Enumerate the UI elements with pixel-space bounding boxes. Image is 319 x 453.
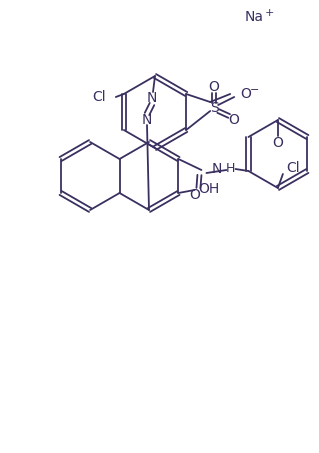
Text: +: + [265,8,274,18]
Text: Cl: Cl [286,161,300,175]
Text: H: H [226,163,235,175]
Text: N: N [142,113,152,127]
Text: N: N [147,91,157,105]
Text: O: O [272,136,283,150]
Text: N: N [212,162,222,176]
Text: O: O [189,188,200,202]
Text: OH: OH [198,182,219,196]
Text: Cl: Cl [92,90,106,104]
Text: Na: Na [245,10,264,24]
Text: S: S [210,101,219,115]
Text: O: O [209,80,219,94]
Text: −: − [250,85,260,95]
Text: O: O [240,87,251,101]
Text: O: O [229,113,240,127]
